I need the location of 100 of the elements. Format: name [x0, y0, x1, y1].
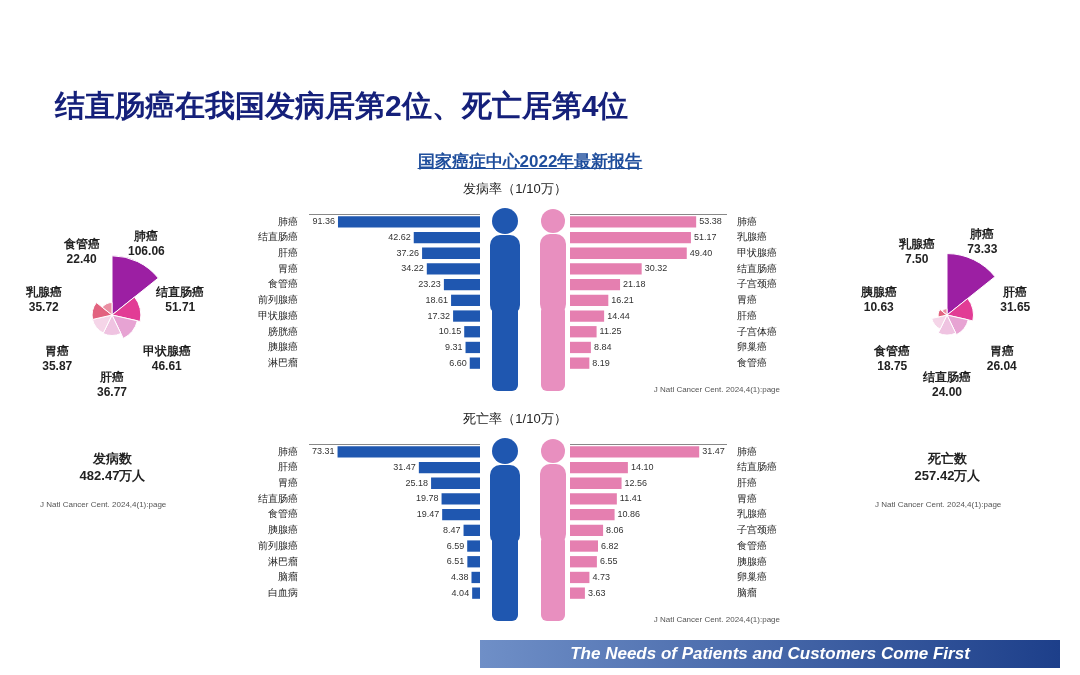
data-label: 6.51 — [446, 556, 465, 567]
data-label: 14.44 — [607, 310, 630, 321]
category-label: 胰腺癌 — [859, 284, 897, 299]
text: 482.47万人 — [78, 467, 147, 485]
data-label: 51.17 — [693, 232, 717, 243]
bar — [418, 461, 480, 474]
bar — [570, 524, 604, 536]
y-tick-label: 甲状腺癌 — [737, 247, 777, 258]
y-tick-label: 结直肠癌 — [737, 262, 777, 274]
data-label: 7.50 — [904, 252, 929, 267]
bar — [337, 446, 480, 458]
data-label: 9.31 — [445, 341, 463, 352]
data-label: 4.04 — [451, 587, 470, 598]
y-tick-label: 肺癌 — [737, 445, 757, 457]
bar — [570, 556, 597, 568]
data-label: 10.86 — [617, 509, 641, 520]
y-tick-label: 食管癌 — [268, 278, 298, 290]
bar — [570, 477, 622, 489]
y-tick-label: 脑瘤 — [737, 586, 757, 598]
y-tick-label: 卵巢癌 — [737, 571, 767, 583]
data-label: 18.75 — [877, 358, 908, 373]
category-label: 胃癌 — [45, 343, 70, 358]
text: J Natl Cancer Cent. 2024,4(1):page — [653, 615, 780, 624]
data-label: 8.19 — [592, 357, 610, 368]
y-tick-label: 淋巴瘤 — [268, 356, 298, 368]
y-tick-label: 肝癌 — [278, 247, 298, 258]
y-tick-label: 食管癌 — [737, 356, 767, 368]
y-tick-label: 胃癌 — [737, 492, 757, 504]
bar — [570, 493, 617, 505]
y-tick-label: 结直肠癌 — [737, 461, 777, 473]
data-label: 11.41 — [619, 493, 642, 504]
data-label: 6.55 — [599, 556, 618, 567]
text: 发病数 — [92, 450, 133, 468]
y-tick-label: 胰腺癌 — [268, 524, 298, 536]
y-tick-label: 肺癌 — [737, 215, 757, 227]
data-label: 19.47 — [416, 509, 440, 520]
y-tick-label: 胃癌 — [278, 262, 298, 274]
data-label: 10.15 — [438, 326, 462, 337]
data-label: 8.47 — [443, 524, 461, 535]
bar — [472, 587, 480, 599]
bar — [570, 216, 697, 228]
y-tick-label: 胃癌 — [737, 294, 757, 306]
data-label: 30.32 — [644, 263, 668, 274]
bar — [422, 247, 480, 259]
bar — [570, 571, 590, 584]
data-label: 24.00 — [931, 385, 963, 400]
data-label: 10.63 — [863, 299, 895, 314]
y-tick-label: 胰腺癌 — [737, 555, 767, 567]
data-label: 51.71 — [165, 299, 196, 314]
data-label: 73.33 — [967, 241, 998, 256]
data-label: 18.61 — [425, 294, 449, 305]
data-label: 21.18 — [623, 279, 646, 290]
bar — [570, 279, 621, 291]
bar — [570, 357, 590, 369]
text: J Natl Cancer Cent. 2024,4(1):page — [40, 500, 167, 509]
y-tick-label: 食管癌 — [268, 508, 298, 520]
data-label: 46.61 — [151, 358, 183, 373]
data-label: 35.72 — [28, 299, 60, 314]
y-tick-label: 淋巴瘤 — [268, 555, 298, 567]
text: 结直肠癌在我国发病居第2位、死亡居第4位 — [55, 88, 629, 124]
category-label: 食管癌 — [62, 237, 100, 252]
text: 国家癌症中心2022年最新报告 — [416, 151, 644, 173]
data-label: 16.21 — [611, 294, 634, 305]
y-tick-label: 卵巢癌 — [737, 341, 767, 353]
data-label: 31.47 — [702, 446, 725, 457]
text: The Needs of Patients and Customers Come First — [480, 640, 1060, 668]
text: 257.42万人 — [913, 467, 982, 485]
bar — [442, 509, 480, 521]
y-tick-label: 肺癌 — [278, 445, 298, 457]
bar — [463, 524, 480, 536]
data-label: 6.60 — [449, 357, 467, 368]
text: 死亡数 — [927, 450, 968, 468]
category-label: 乳腺癌 — [24, 284, 62, 299]
y-tick-label: 乳腺癌 — [737, 508, 767, 520]
data-label: 106.06 — [128, 243, 166, 258]
bar — [570, 341, 591, 354]
data-label: 53.38 — [699, 216, 722, 227]
bar — [441, 493, 480, 505]
bar — [431, 477, 480, 489]
category-label: 食管癌 — [873, 343, 911, 358]
bar — [570, 247, 687, 259]
data-label: 35.87 — [42, 358, 73, 373]
data-label: 3.63 — [587, 587, 606, 598]
data-label: 8.84 — [593, 341, 612, 352]
y-tick-label: 肺癌 — [278, 215, 298, 227]
data-label: 42.62 — [388, 232, 411, 243]
y-tick-label: 肝癌 — [278, 461, 298, 473]
data-label: 37.26 — [396, 247, 420, 258]
bar — [465, 341, 480, 354]
bar — [337, 216, 480, 228]
y-tick-label: 白血病 — [268, 586, 298, 598]
data-label: 25.18 — [405, 477, 429, 488]
y-tick-label: 子宫颈癌 — [737, 524, 777, 536]
y-tick-label: 肝癌 — [737, 309, 757, 321]
data-label: 4.73 — [592, 571, 610, 582]
bar — [467, 540, 480, 552]
bar — [570, 446, 700, 458]
y-tick-label: 乳腺癌 — [737, 231, 767, 243]
category-label: 肺癌 — [969, 226, 995, 241]
bar — [570, 540, 598, 552]
